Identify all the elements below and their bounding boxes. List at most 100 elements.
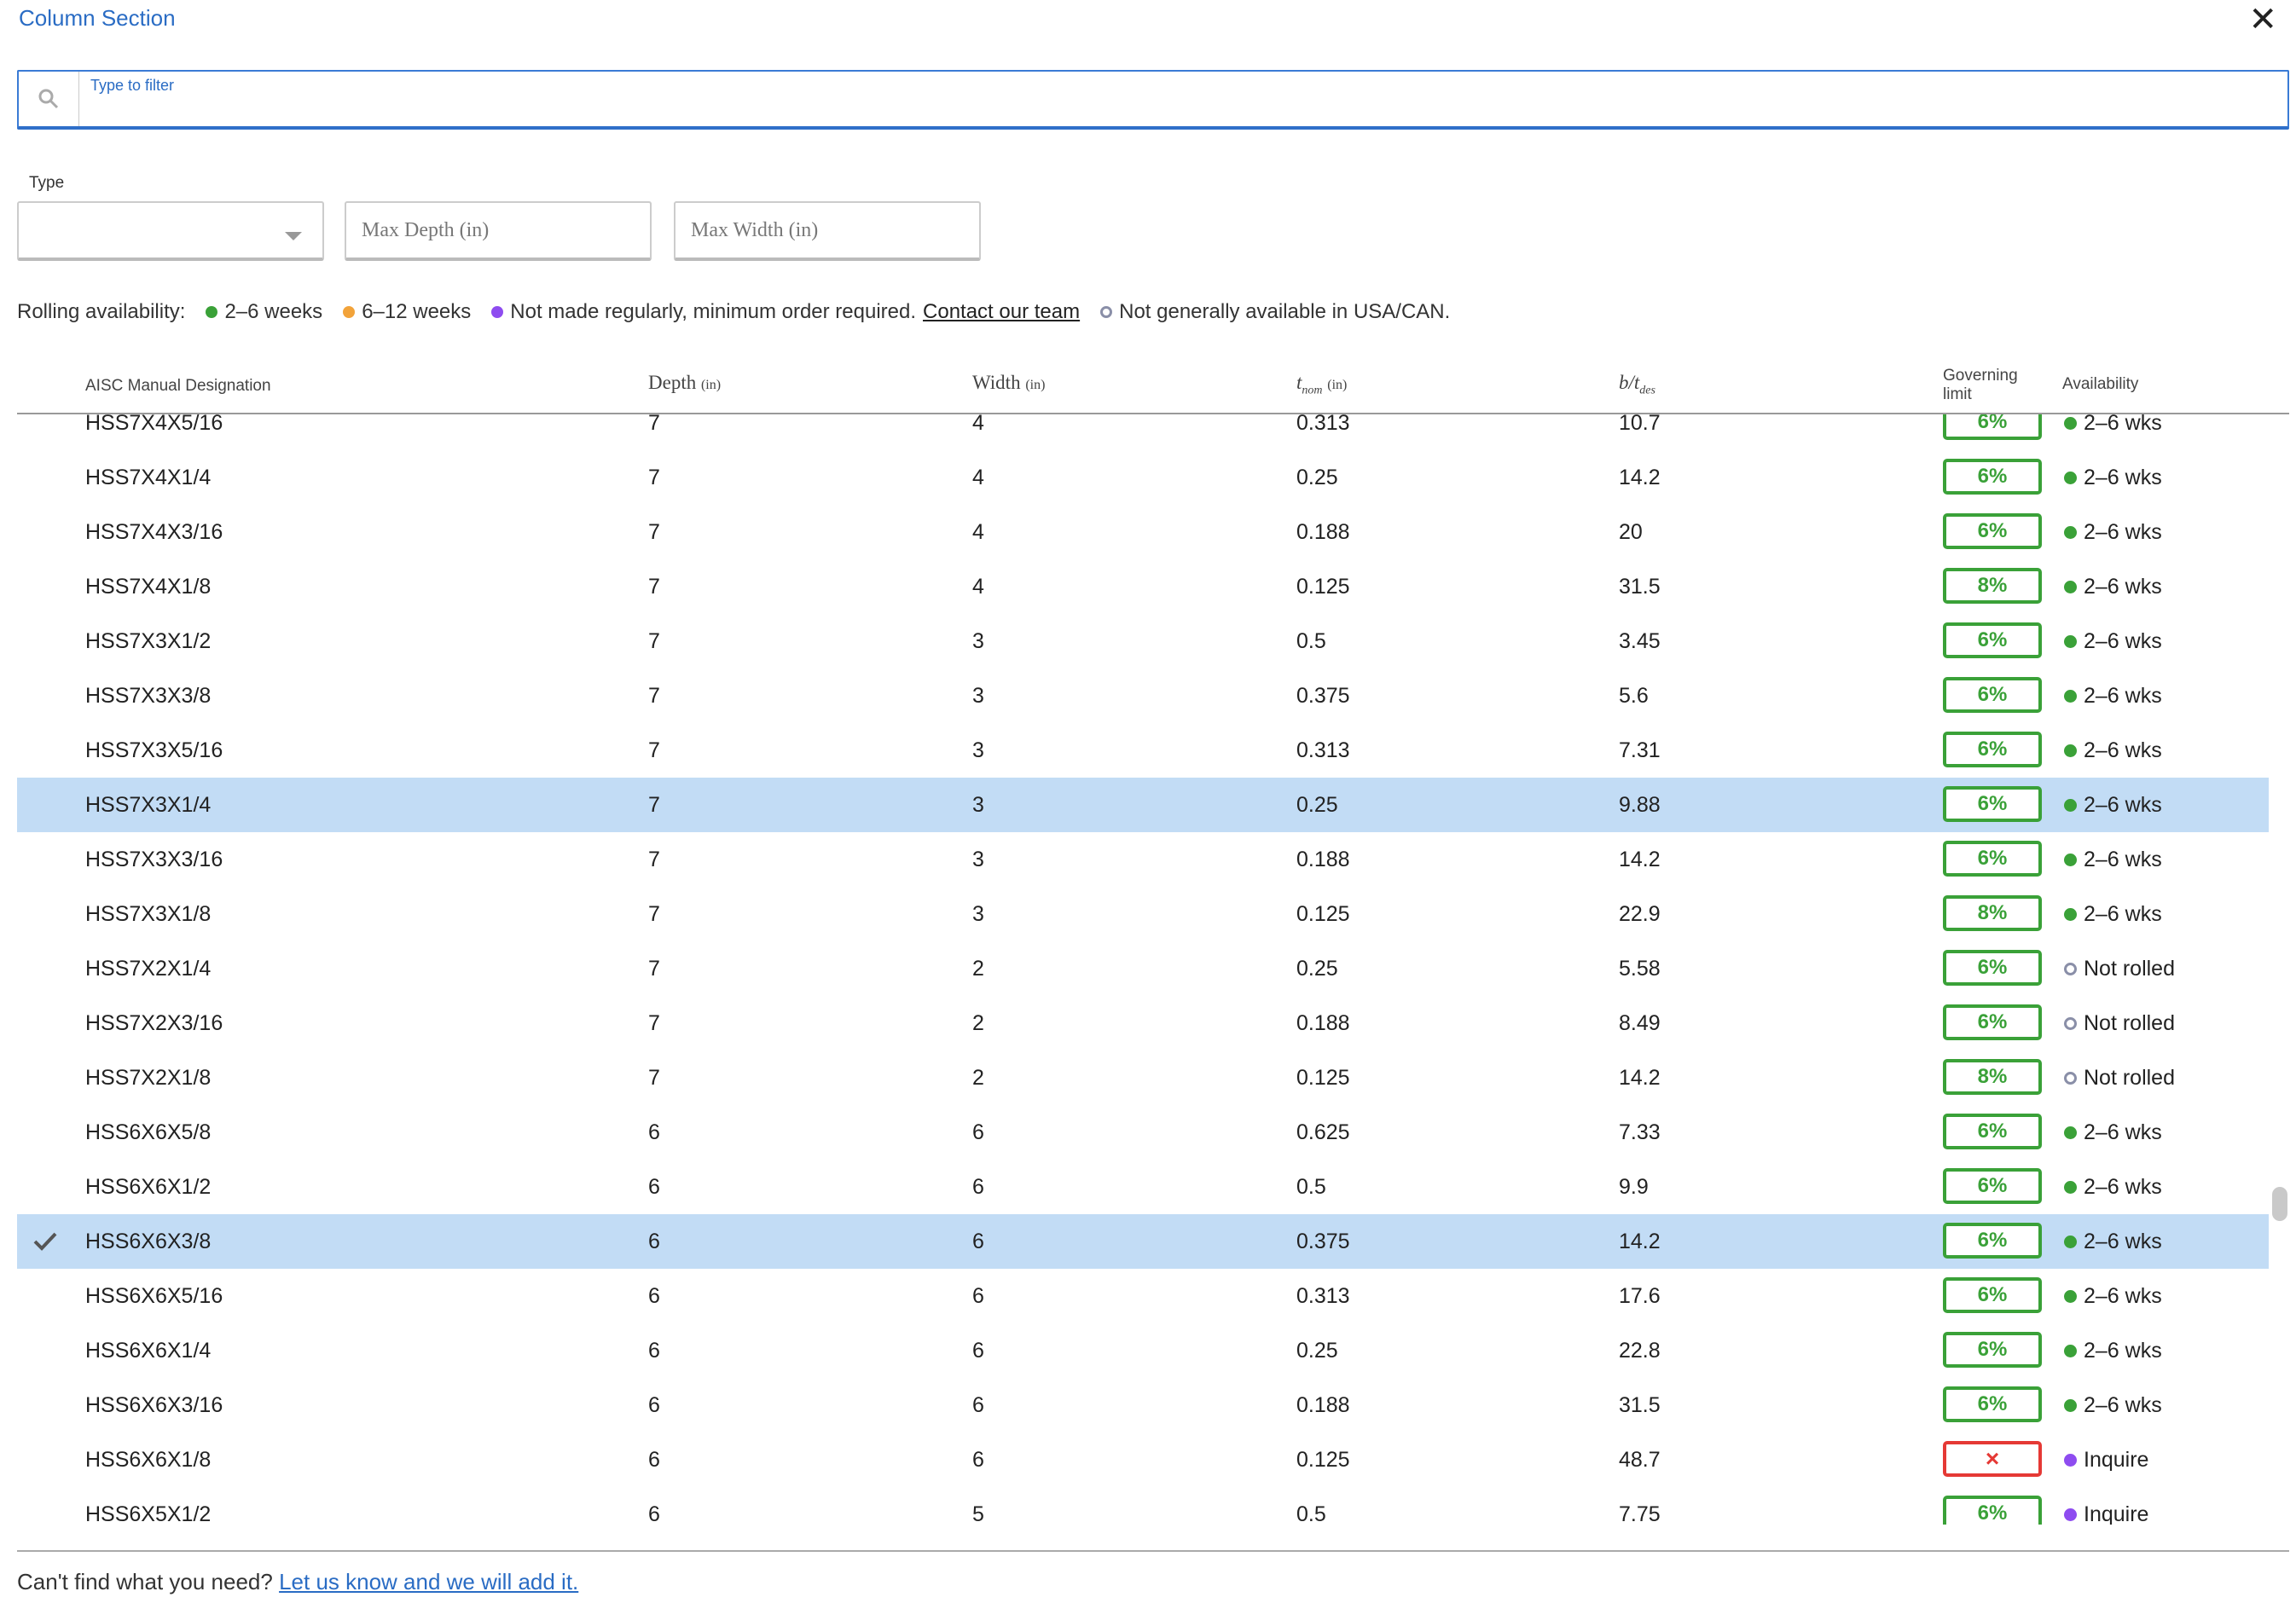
governing-limit-badge[interactable]: 6% [1943, 459, 2042, 495]
col-governing[interactable]: Governing limit [1943, 367, 2018, 403]
filter-input[interactable] [90, 97, 2260, 126]
col-depth[interactable]: Depth (in) [648, 372, 722, 393]
max-depth-input[interactable] [346, 203, 650, 258]
governing-limit-badge[interactable]: 6% [1943, 1496, 2042, 1525]
table-row[interactable]: HSS7X4X1/8 7 4 0.125 31.5 8% 2–6 wks [17, 559, 2269, 614]
table-row[interactable]: HSS6X6X1/4 6 6 0.25 22.8 6% 2–6 wks [17, 1323, 2269, 1378]
governing-limit-badge[interactable]: 6% [1943, 1223, 2042, 1259]
table-row[interactable]: HSS7X4X3/16 7 4 0.188 20 6% 2–6 wks [17, 505, 2269, 559]
designation-cell: HSS7X3X5/16 [85, 738, 223, 762]
tnom-cell: 0.25 [1296, 466, 1338, 489]
governing-limit-badge[interactable]: 6% [1943, 1114, 2042, 1149]
width-cell: 6 [972, 1120, 984, 1144]
table-row[interactable]: HSS7X4X1/4 7 4 0.25 14.2 6% 2–6 wks [17, 450, 2269, 505]
table-row[interactable]: HSS6X5X1/2 6 5 0.5 7.75 6% Inquire [17, 1487, 2269, 1525]
col-tnom[interactable]: tnom (in) [1296, 372, 1348, 397]
width-cell: 3 [972, 848, 984, 871]
bt-cell: 9.88 [1619, 793, 1661, 817]
governing-limit-badge[interactable]: 6% [1943, 786, 2042, 822]
width-cell: 2 [972, 1066, 984, 1090]
availability-cell: Inquire [2064, 1432, 2148, 1487]
contact-team-link[interactable]: Contact our team [923, 300, 1081, 323]
table-row[interactable]: HSS7X2X3/16 7 2 0.188 8.49 6% Not rolled [17, 996, 2269, 1050]
designation-cell: HSS6X6X5/8 [85, 1120, 212, 1144]
governing-limit-badge[interactable]: 6% [1943, 1004, 2042, 1040]
governing-limit-badge[interactable]: 6% [1943, 732, 2042, 767]
table-row[interactable]: HSS7X2X1/4 7 2 0.25 5.58 6% Not rolled [17, 941, 2269, 996]
col-bt[interactable]: b/tdes [1619, 372, 1655, 397]
depth-cell: 7 [648, 414, 660, 435]
col-availability[interactable]: Availability [2062, 375, 2139, 393]
governing-limit-badge[interactable]: 6% [1943, 513, 2042, 549]
governing-limit-badge[interactable]: 6% [1943, 677, 2042, 713]
table-row[interactable]: HSS6X6X3/16 6 6 0.188 31.5 6% 2–6 wks [17, 1378, 2269, 1432]
type-select[interactable] [17, 201, 324, 261]
bt-cell: 8.49 [1619, 1011, 1661, 1035]
depth-cell: 6 [648, 1284, 660, 1308]
tnom-cell: 0.313 [1296, 1284, 1350, 1308]
width-cell: 3 [972, 684, 984, 708]
governing-limit-badge[interactable]: 6% [1943, 841, 2042, 877]
availability-dot-icon [2064, 962, 2077, 975]
max-width-input[interactable] [675, 203, 979, 258]
governing-limit-badge[interactable]: 6% [1943, 622, 2042, 658]
divider [17, 1550, 2289, 1552]
table-row[interactable]: HSS7X3X5/16 7 3 0.313 7.31 6% 2–6 wks [17, 723, 2269, 778]
col-width[interactable]: Width (in) [972, 372, 1046, 393]
bt-cell: 5.6 [1619, 684, 1649, 708]
governing-limit-badge[interactable]: 6% [1943, 1386, 2042, 1422]
table-row[interactable]: HSS6X6X5/16 6 6 0.313 17.6 6% 2–6 wks [17, 1269, 2269, 1323]
width-cell: 6 [972, 1284, 984, 1308]
tnom-cell: 0.125 [1296, 1066, 1350, 1090]
governing-limit-badge[interactable]: 8% [1943, 1059, 2042, 1095]
governing-limit-badge[interactable]: 6% [1943, 414, 2042, 440]
table-row[interactable]: HSS7X3X3/16 7 3 0.188 14.2 6% 2–6 wks [17, 832, 2269, 887]
table-row[interactable]: HSS6X6X3/8 6 6 0.375 14.2 6% 2–6 wks [17, 1214, 2269, 1269]
add-section-link[interactable]: Let us know and we will add it. [279, 1569, 579, 1594]
availability-label: 2–6 wks [2084, 414, 2162, 435]
availability-label: 2–6 wks [2084, 684, 2162, 708]
designation-cell: HSS7X3X3/8 [85, 684, 212, 708]
filter-box[interactable]: Type to filter [17, 70, 2289, 130]
table-header: AISC Manual Designation Depth (in) Width… [17, 362, 2289, 414]
availability-dot-icon [2064, 1016, 2077, 1030]
governing-limit-badge[interactable]: 8% [1943, 895, 2042, 931]
table-row[interactable]: HSS7X3X1/8 7 3 0.125 22.9 8% 2–6 wks [17, 887, 2269, 941]
table-row[interactable]: HSS6X6X1/2 6 6 0.5 9.9 6% 2–6 wks [17, 1160, 2269, 1214]
col-designation[interactable]: AISC Manual Designation [85, 377, 271, 395]
designation-cell: HSS7X4X1/4 [85, 466, 212, 489]
designation-cell: HSS6X6X1/2 [85, 1175, 212, 1199]
table-row[interactable]: HSS6X6X5/8 6 6 0.625 7.33 6% 2–6 wks [17, 1105, 2269, 1160]
tnom-cell: 0.5 [1296, 1175, 1326, 1199]
max-width-field[interactable] [674, 201, 981, 261]
governing-limit-badge[interactable]: 8% [1943, 568, 2042, 604]
designation-cell: HSS6X6X5/16 [85, 1284, 223, 1308]
governing-limit-badge[interactable]: 6% [1943, 1332, 2042, 1368]
bt-cell: 14.2 [1619, 466, 1661, 489]
table-row[interactable]: HSS7X4X5/16 7 4 0.313 10.7 6% 2–6 wks [17, 414, 2269, 450]
legend-item: 6–12 weeks [362, 300, 472, 323]
type-label: Type [29, 174, 65, 192]
tnom-cell: 0.25 [1296, 957, 1338, 981]
governing-limit-badge[interactable]: 6% [1943, 950, 2042, 986]
depth-cell: 7 [648, 1066, 660, 1090]
governing-limit-badge[interactable]: 6% [1943, 1168, 2042, 1204]
governing-limit-badge[interactable]: × [1943, 1441, 2042, 1477]
availability-dot-icon [2064, 1398, 2077, 1412]
close-icon[interactable]: ✕ [2248, 1, 2277, 38]
width-cell: 6 [972, 1175, 984, 1199]
max-depth-field[interactable] [345, 201, 652, 261]
availability-dot-icon [2064, 744, 2077, 757]
designation-cell: HSS7X3X3/16 [85, 848, 223, 871]
table-row[interactable]: HSS7X3X1/2 7 3 0.5 3.45 6% 2–6 wks [17, 614, 2269, 668]
table-row[interactable]: HSS7X2X1/8 7 2 0.125 14.2 8% Not rolled [17, 1050, 2269, 1105]
table-row[interactable]: HSS7X3X1/4 7 3 0.25 9.88 6% 2–6 wks [17, 778, 2269, 832]
availability-cell: 2–6 wks [2064, 414, 2162, 450]
governing-limit-badge[interactable]: 6% [1943, 1277, 2042, 1313]
table-row[interactable]: HSS6X6X1/8 6 6 0.125 48.7 × Inquire [17, 1432, 2269, 1487]
tnom-cell: 0.5 [1296, 1502, 1326, 1525]
table-row[interactable]: HSS7X3X3/8 7 3 0.375 5.6 6% 2–6 wks [17, 668, 2269, 723]
scrollbar-thumb[interactable] [2272, 1187, 2287, 1221]
width-cell: 3 [972, 738, 984, 762]
availability-cell: 2–6 wks [2064, 1160, 2162, 1214]
